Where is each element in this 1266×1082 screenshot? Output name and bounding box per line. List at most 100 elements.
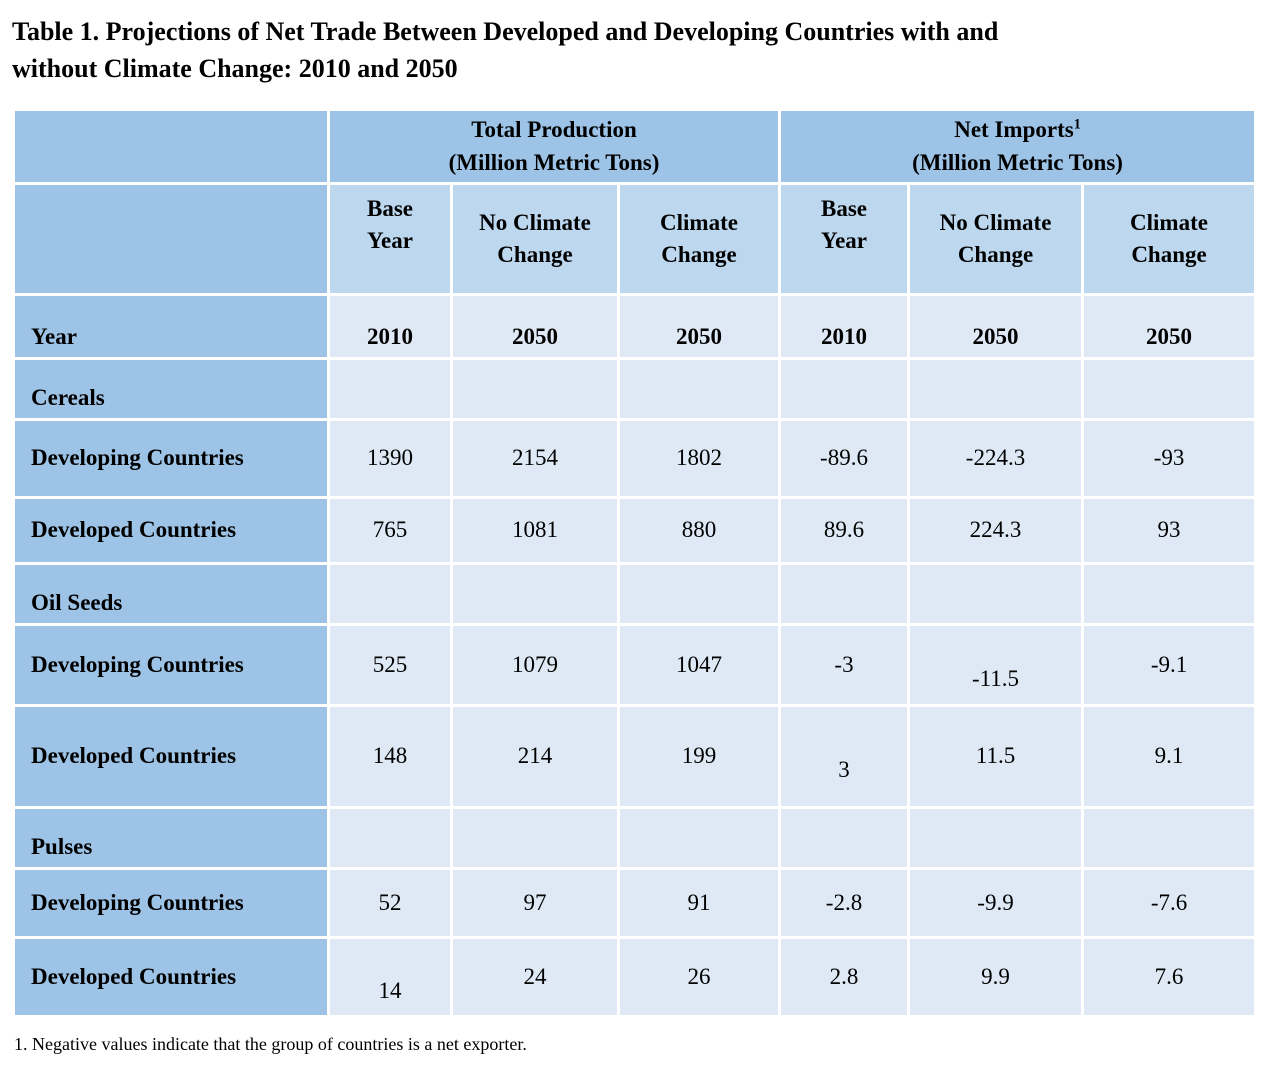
- table-cell: 148: [327, 703, 453, 809]
- row-group-headers: Total Production (Million Metric Tons) N…: [12, 107, 1258, 185]
- row-cereals-developing: Developing Countries 1390 2154 1802 -89.…: [12, 417, 1258, 499]
- row-pulses-developing: Developing Countries 52 97 91 -2.8 -9.9 …: [12, 866, 1258, 939]
- table-cell: [327, 805, 453, 870]
- table-cell: 2050: [907, 292, 1085, 360]
- table-cell: -2.8: [778, 866, 911, 939]
- column-header-climate-change-production: Climate Change: [616, 181, 782, 296]
- projections-table: Total Production (Million Metric Tons) N…: [12, 107, 1258, 1018]
- row-label: Developing Countries: [12, 866, 330, 939]
- table-cell: 1079: [450, 622, 620, 707]
- table-cell: 11.5: [907, 703, 1085, 809]
- table-cell: 2.8: [778, 935, 911, 1018]
- table-cell: 2050: [616, 292, 782, 360]
- group-header-label: Total Production: [471, 116, 637, 142]
- table-cell: 1390: [327, 417, 453, 499]
- table-cell: 3: [778, 703, 911, 809]
- footnote-marker: 1: [1073, 116, 1081, 133]
- table-cell: -89.6: [778, 417, 911, 499]
- row-section-cereals: Cereals: [12, 356, 1258, 421]
- table-cell: 91: [616, 866, 782, 939]
- table-cell: [616, 561, 782, 626]
- table-cell: 2010: [327, 292, 453, 360]
- table-cell: [778, 805, 911, 870]
- table-title-line2: without Climate Change: 2010 and 2050: [12, 53, 458, 83]
- table-cell: 2050: [1081, 292, 1258, 360]
- table-cell: [327, 356, 453, 421]
- table-cell: 2010: [778, 292, 911, 360]
- group-header-unit: (Million Metric Tons): [448, 150, 660, 176]
- table-cell: 2050: [450, 292, 620, 360]
- table-cell: 1081: [450, 495, 620, 565]
- table-cell: 1047: [616, 622, 782, 707]
- column-header-climate-change-imports: Climate Change: [1081, 181, 1258, 296]
- table-cell: [450, 356, 620, 421]
- row-oil-seeds-developing: Developing Countries 525 1079 1047 -3 -1…: [12, 622, 1258, 707]
- row-pulses-developed: Developed Countries 14 24 26 2.8 9.9 7.6: [12, 935, 1258, 1018]
- column-header-base-year-imports: Base Year: [778, 181, 911, 296]
- group-header-total-production: Total Production (Million Metric Tons): [326, 107, 782, 185]
- group-header-net-imports: Net Imports1 (Million Metric Tons): [778, 107, 1258, 185]
- table-cell: 52: [327, 866, 453, 939]
- section-label: Cereals: [12, 356, 330, 421]
- row-label: Developed Countries: [12, 495, 330, 565]
- table-cell: [778, 356, 911, 421]
- footnote: 1. Negative values indicate that the gro…: [14, 1033, 527, 1054]
- table-cell: 97: [450, 866, 620, 939]
- table-cell: 93: [1081, 495, 1258, 565]
- label-column-header: [12, 181, 330, 296]
- table-cell: [907, 805, 1085, 870]
- table-cell: [907, 356, 1085, 421]
- table-cell: -93: [1081, 417, 1258, 499]
- table-cell: -11.5: [907, 622, 1085, 707]
- column-header-no-climate-change-production: No Climate Change: [450, 181, 620, 296]
- table-cell: [1081, 356, 1258, 421]
- table-cell: 26: [616, 935, 782, 1018]
- row-column-headers: Base Year No Climate Change Climate Chan…: [12, 181, 1258, 296]
- group-header-unit: (Million Metric Tons): [912, 150, 1123, 176]
- row-label: Developed Countries: [12, 703, 330, 809]
- table-cell: 214: [450, 703, 620, 809]
- table-cell: -224.3: [907, 417, 1085, 499]
- table-cell: [616, 805, 782, 870]
- row-section-oil-seeds: Oil Seeds: [12, 561, 1258, 626]
- row-label: Year: [12, 292, 330, 360]
- table-cell: 89.6: [778, 495, 911, 565]
- table-cell: 1802: [616, 417, 782, 499]
- row-section-pulses: Pulses: [12, 805, 1258, 870]
- column-header-base-year-production: Base Year: [327, 181, 453, 296]
- table-cell: 9.9: [907, 935, 1085, 1018]
- table-title: Table 1. Projections of Net Trade Betwee…: [12, 14, 1254, 88]
- table-cell: -9.9: [907, 866, 1085, 939]
- row-label: Developed Countries: [12, 935, 330, 1018]
- table-cell: 880: [616, 495, 782, 565]
- row-label: Developing Countries: [12, 417, 330, 499]
- table-cell: [450, 561, 620, 626]
- table-title-line1: Table 1. Projections of Net Trade Betwee…: [12, 17, 999, 46]
- section-label: Oil Seeds: [12, 561, 330, 626]
- table-cell: -3: [778, 622, 911, 707]
- table-cell: [907, 561, 1085, 626]
- table-cell: 199: [616, 703, 782, 809]
- table-cell: [616, 356, 782, 421]
- table-cell: [1081, 805, 1258, 870]
- table-cell: [450, 805, 620, 870]
- column-header-no-climate-change-imports: No Climate Change: [907, 181, 1085, 296]
- table-cell: 224.3: [907, 495, 1085, 565]
- row-year: Year 2010 2050 2050 2010 2050 2050: [12, 292, 1258, 360]
- table-cell: [327, 561, 453, 626]
- table-cell: 9.1: [1081, 703, 1258, 809]
- table-cell: 7.6: [1081, 935, 1258, 1018]
- table-cell: -9.1: [1081, 622, 1258, 707]
- row-cereals-developed: Developed Countries 765 1081 880 89.6 22…: [12, 495, 1258, 565]
- row-oil-seeds-developed: Developed Countries 148 214 199 3 11.5 9…: [12, 703, 1258, 809]
- table-cell: [1081, 561, 1258, 626]
- table-cell: 765: [327, 495, 453, 565]
- table-cell: 2154: [450, 417, 620, 499]
- table-cell: -7.6: [1081, 866, 1258, 939]
- row-label: Developing Countries: [12, 622, 330, 707]
- table-cell: 24: [450, 935, 620, 1018]
- corner-cell: [12, 107, 330, 185]
- group-header-label: Net Imports1: [954, 116, 1081, 142]
- section-label: Pulses: [12, 805, 330, 870]
- table-cell: [778, 561, 911, 626]
